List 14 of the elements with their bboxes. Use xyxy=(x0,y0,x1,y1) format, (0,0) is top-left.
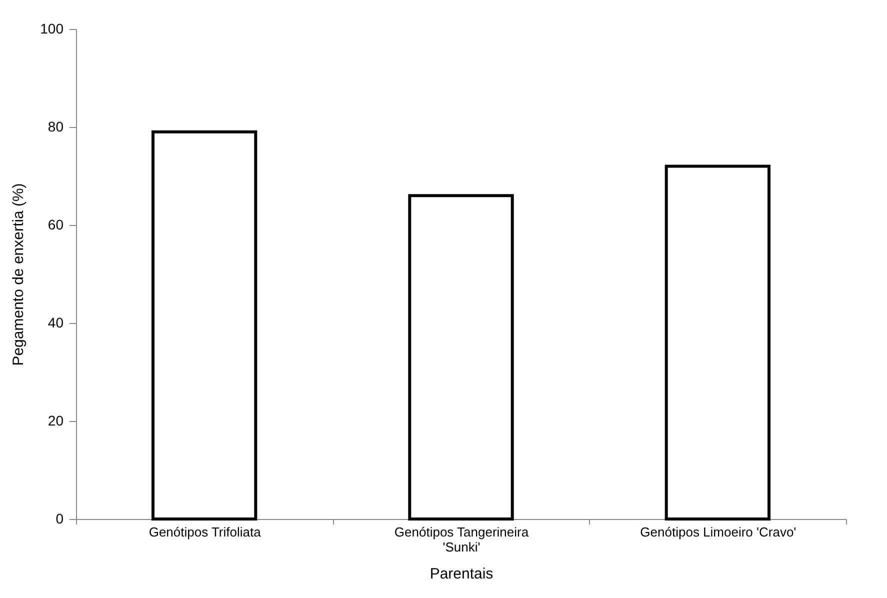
y-tick-label: 60 xyxy=(48,216,64,232)
y-tick-label: 0 xyxy=(56,510,64,526)
bar xyxy=(664,164,770,520)
bar xyxy=(152,130,258,520)
y-tick-label: 40 xyxy=(48,314,64,330)
y-tick-label: 20 xyxy=(48,412,64,428)
x-tick-label: Genótipos Trifoliata xyxy=(148,524,262,540)
x-axis-title: Parentais xyxy=(430,566,494,582)
bar xyxy=(408,194,514,520)
x-tick-label: Genótipos Tangerineira 'Sunki' xyxy=(394,524,530,554)
y-tick-label: 80 xyxy=(48,118,64,134)
y-tick-label: 100 xyxy=(40,20,64,36)
x-tick-label: Genótipos Limoeiro 'Cravo' xyxy=(640,524,796,540)
y-axis-title: Pegamento de enxertia (%) xyxy=(10,183,28,366)
